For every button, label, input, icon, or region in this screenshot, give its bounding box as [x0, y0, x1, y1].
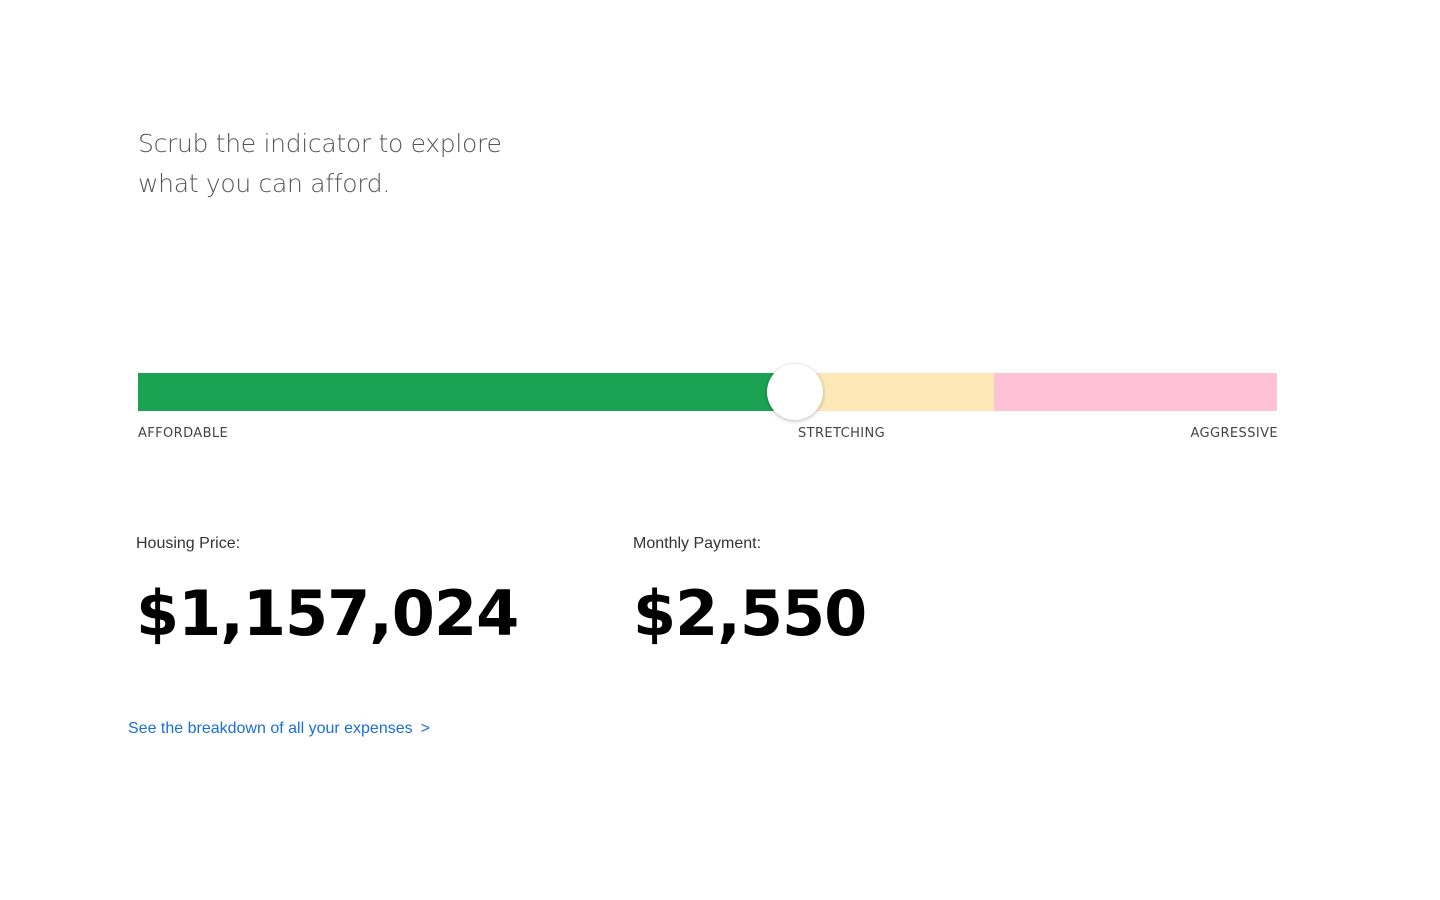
slider-handle[interactable] [767, 364, 823, 420]
breakdown-link[interactable]: See the breakdown of all your expenses > [128, 720, 430, 738]
intro-line-2: what you can afford. [138, 169, 390, 198]
intro-text: Scrub the indicator to explore what you … [138, 124, 558, 204]
intro-line-1: Scrub the indicator to explore [138, 129, 502, 158]
housing-price-value: $1,157,024 [136, 577, 519, 650]
affordable-fill [138, 373, 795, 411]
housing-price-label: Housing Price: [136, 535, 241, 552]
monthly-payment-label: Monthly Payment: [633, 535, 762, 552]
chevron-right-icon: > [420, 720, 430, 737]
aggressive-label: AGGRESSIVE [1190, 426, 1278, 441]
aggressive-zone[interactable] [994, 373, 1277, 411]
stretching-label: STRETCHING [798, 426, 886, 441]
affordability-slider[interactable] [138, 364, 1277, 420]
monthly-payment-value: $2,550 [633, 577, 867, 650]
stretching-zone[interactable] [794, 373, 994, 411]
breakdown-link-label: See the breakdown of all your expenses [128, 720, 413, 737]
affordable-label: AFFORDABLE [138, 426, 229, 441]
